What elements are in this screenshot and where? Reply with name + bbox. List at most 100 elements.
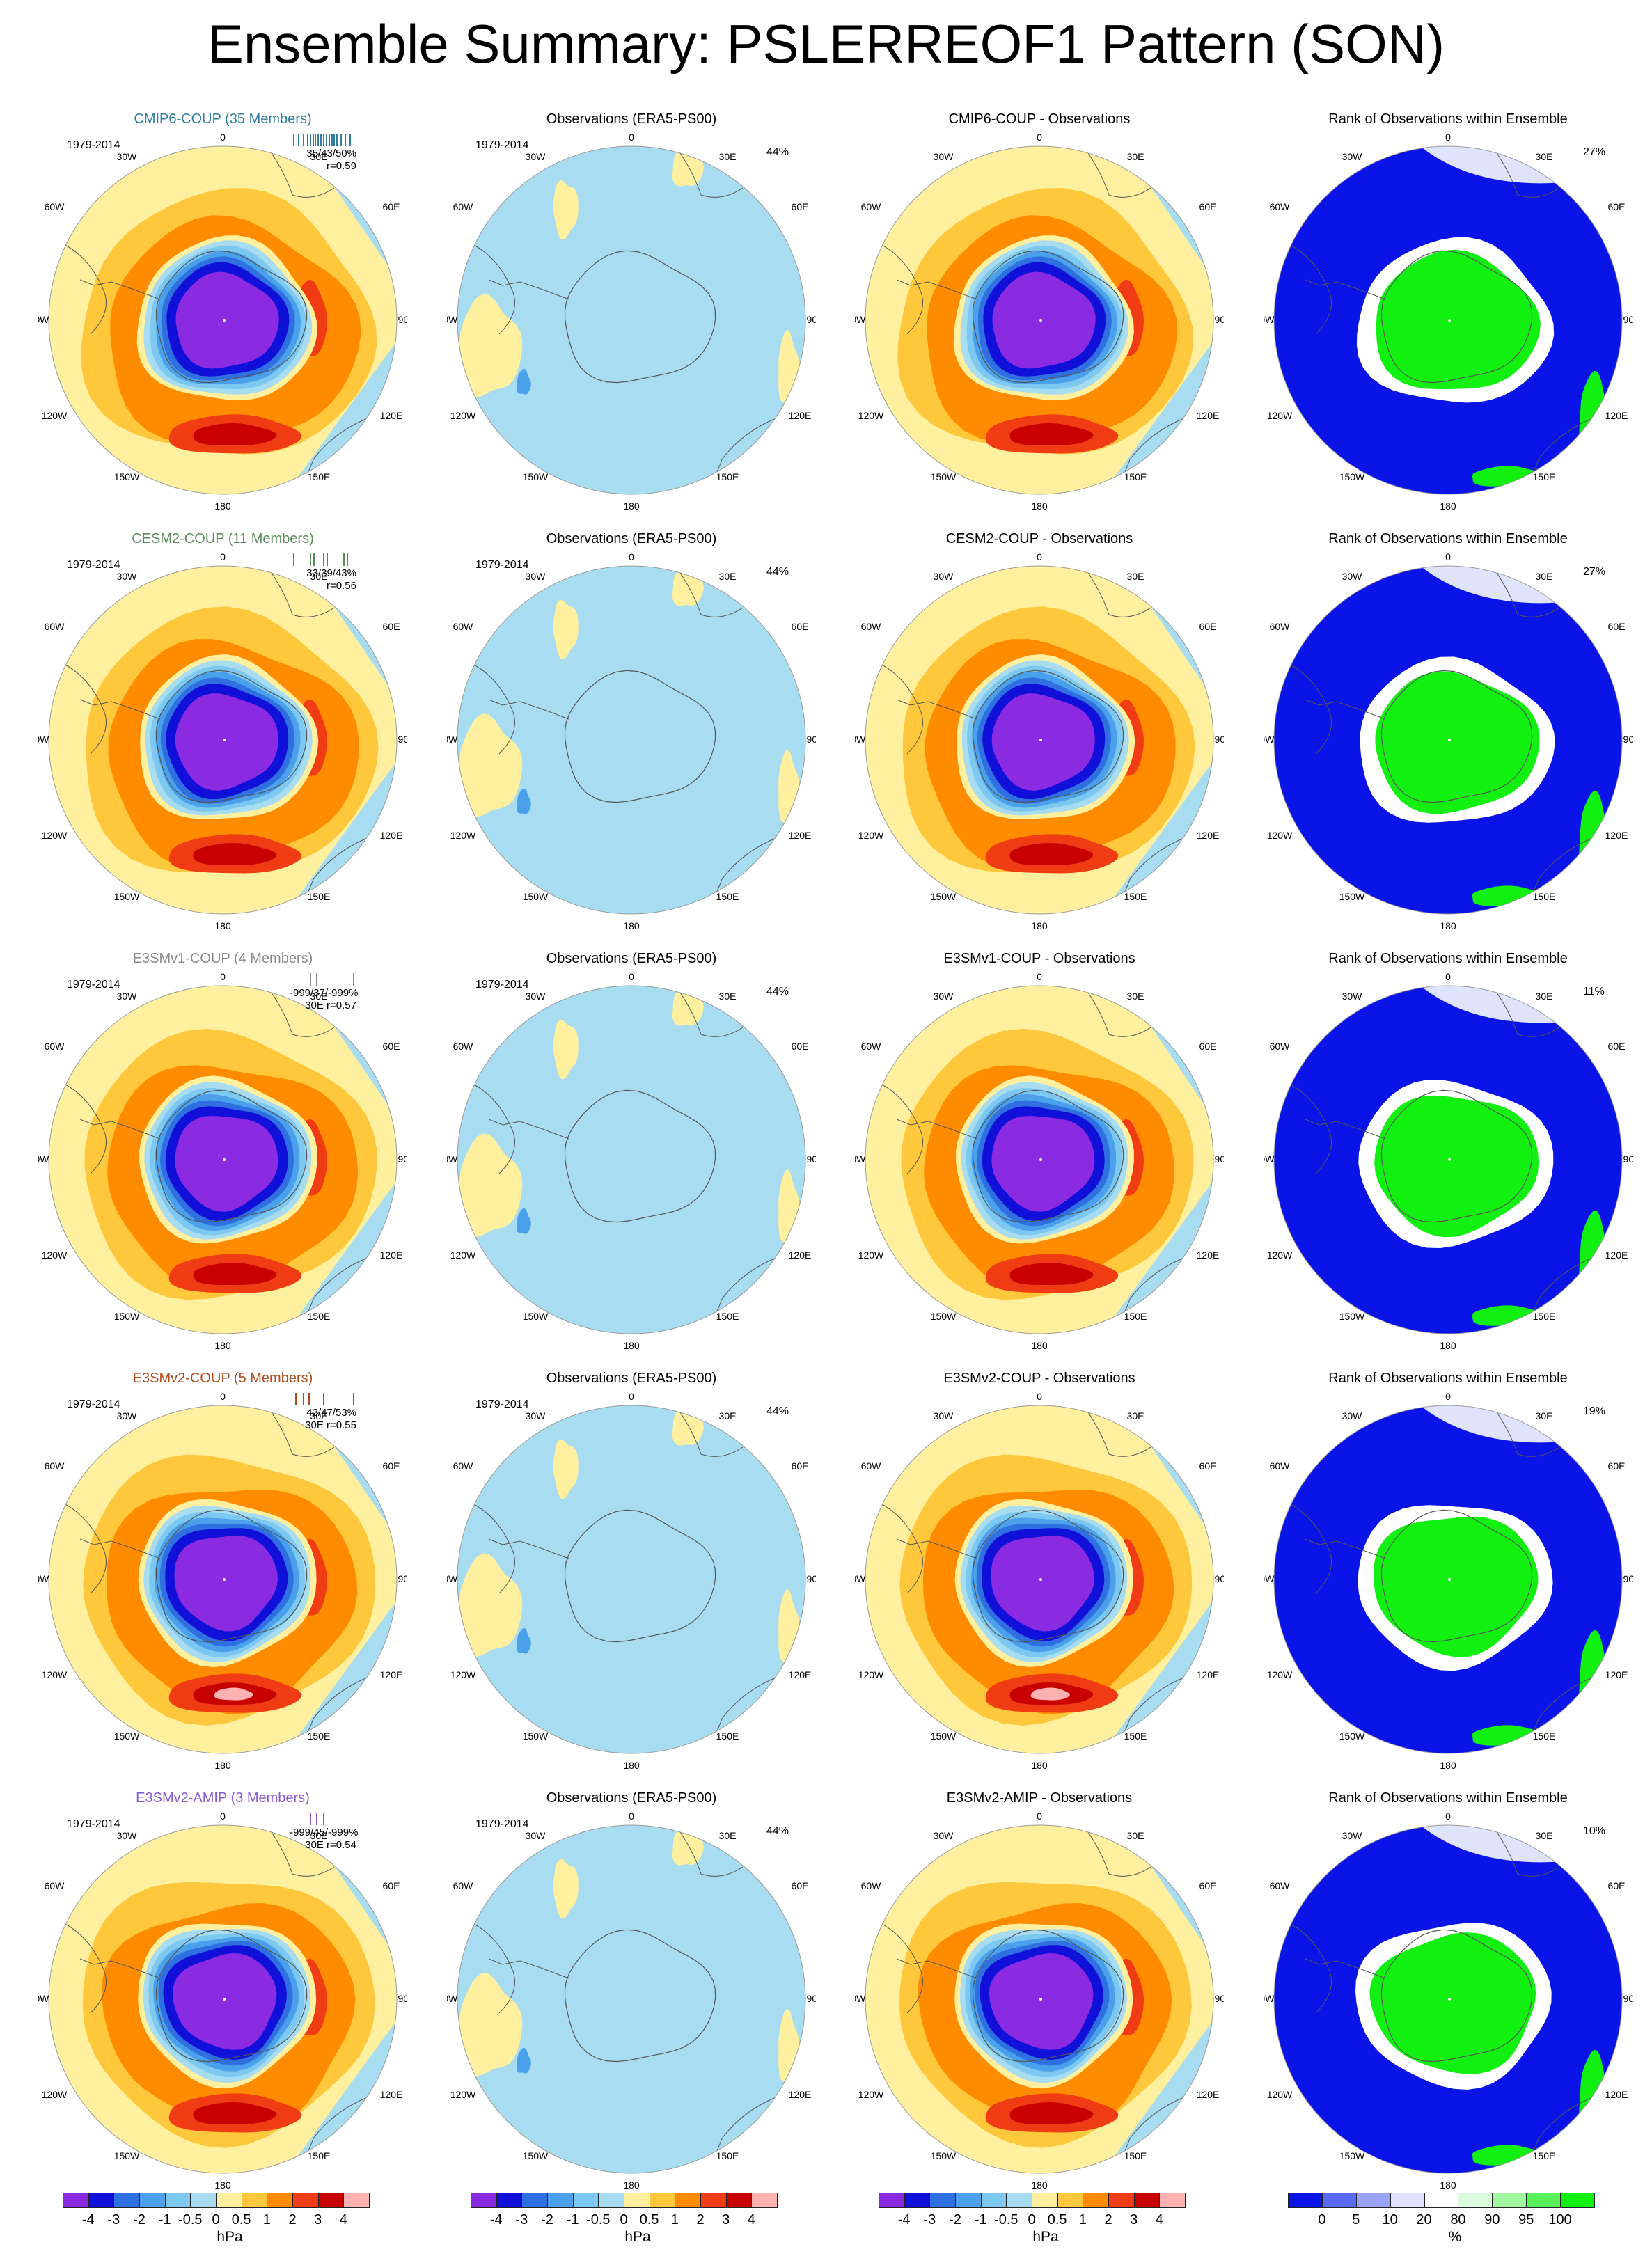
longitude-label: 60E — [1608, 621, 1626, 632]
obs-panel: Observations (ERA5-PS00) 1979-2014 44% 0 30E… — [436, 951, 826, 1362]
longitude-label: 60E — [792, 621, 809, 632]
colorbar-swatch — [1133, 2193, 1161, 2208]
colorbar-tick-label: -4 — [489, 2212, 503, 2227]
colorbar-tick-label: 2 — [1104, 2212, 1112, 2227]
member-tick — [306, 134, 308, 146]
colorbar-swatch — [675, 2193, 701, 2208]
pole-marker — [1039, 739, 1042, 741]
positive-anomaly-region — [459, 1133, 523, 1237]
member-tick — [303, 134, 305, 146]
longitude-label: 180 — [623, 920, 640, 931]
longitude-label: 30E — [1536, 991, 1553, 1002]
field-background — [457, 566, 805, 914]
longitude-label: 120E — [789, 1669, 812, 1680]
map-boundary — [1273, 565, 1623, 915]
colorbar-tick-label: 0 — [212, 2212, 220, 2227]
longitude-label: 90E — [398, 1993, 407, 2004]
longitude-label: 150W — [931, 1311, 957, 1322]
south-america-coastline — [879, 243, 923, 335]
colorbar-swatch — [700, 2193, 727, 2208]
longitude-label: 150E — [716, 2150, 739, 2161]
max-south-4hPa — [1009, 423, 1094, 445]
panel-title: Observations (ERA5-PS00) — [546, 111, 717, 127]
longitude-label: 0 — [1445, 971, 1451, 982]
antarctica-coastline — [155, 670, 308, 803]
antarctica-coastline — [1380, 670, 1533, 803]
longitude-label: 0 — [220, 1811, 226, 1822]
pole-marker — [1448, 1578, 1451, 1581]
longitude-label: 180 — [1440, 1340, 1456, 1351]
polar-map: 0 30E 60E 90E 120E 150E 180 150W 120W 90W 60W 30W — [855, 971, 1224, 1351]
longitude-label: 90E — [1215, 1573, 1224, 1584]
longitude-label: 90E — [1623, 314, 1633, 325]
member-ticks — [290, 972, 356, 987]
colorbar-swatch — [1492, 2193, 1527, 2208]
polar-map: 0 30E 60E 90E 120E 150E 180 150W 120W 90W 60W 30W — [447, 1391, 816, 1771]
colorbar-swatch — [725, 2193, 753, 2208]
map-boundary — [865, 1824, 1214, 2174]
colorbar-swatch — [471, 2193, 497, 2208]
rank-antarctic-high — [1376, 249, 1541, 389]
antarctica-coastline — [155, 1509, 308, 1643]
south-america-coastline — [879, 1922, 923, 2014]
longitude-label: 180 — [623, 500, 640, 512]
map-boundary — [865, 145, 1214, 495]
antarctica-coastline — [972, 250, 1124, 384]
longitude-label: 90W — [38, 314, 49, 325]
longitude-label: 60W — [45, 1460, 65, 1472]
longitude-label: 60W — [1270, 1880, 1291, 1891]
longitude-label: 90W — [1264, 1153, 1275, 1165]
member-tick — [323, 1813, 324, 1825]
polar-map: 0 30E 60E 90E 120E 150E 180 150W 120W 90W 60W 30W — [447, 551, 816, 931]
africa-coastline — [271, 1831, 335, 1877]
longitude-label: 150W — [523, 891, 549, 902]
colorbar-swatch — [1083, 2193, 1109, 2208]
longitude-label: 150W — [1339, 891, 1365, 902]
field-background — [457, 1825, 805, 2173]
member-stats-inset: 43/47/53% 30E r=0.55 — [290, 1391, 356, 1436]
period-label: 1979-2014 — [475, 1398, 529, 1410]
stats-correlation: 30E r=0.55 — [305, 1419, 356, 1431]
member-tick — [316, 1813, 318, 1825]
longitude-label: 90E — [1623, 1573, 1633, 1584]
pattern-correlation-percent: 19% — [1583, 1405, 1606, 1417]
longitude-label: 30E — [719, 1830, 737, 1841]
longitude-label: 180 — [1440, 1760, 1456, 1771]
panel-title: Rank of Observations within Ensemble — [1328, 1790, 1568, 1806]
rank-panel: Rank of Observations within Ensemble 10% 0… — [1253, 1790, 1643, 2201]
colorbar-unit: hPa — [1032, 2229, 1059, 2245]
colorbar-tick-label: 100 — [1548, 2212, 1572, 2227]
max-south-4hPa — [193, 423, 277, 445]
period-label: 1979-2014 — [67, 139, 120, 151]
longitude-label: 90W — [855, 314, 866, 325]
longitude-label: 120W — [42, 1669, 68, 1680]
colorbar-tick-label: 10 — [1382, 2212, 1398, 2227]
positive-anomaly-region — [553, 180, 579, 240]
longitude-label: 180 — [623, 2179, 640, 2191]
colorbar-swatch — [1006, 2193, 1032, 2208]
peninsula-coastline — [896, 699, 977, 720]
stats-percentiles: -999/45/-999% — [290, 1827, 359, 1838]
colorbar-tick-label: 3 — [314, 2212, 322, 2227]
pattern-correlation-percent: 44% — [766, 1405, 789, 1417]
colorbar-swatch — [1560, 2193, 1595, 2208]
longitude-label: 60E — [1608, 1460, 1626, 1472]
longitude-label: 180 — [214, 920, 231, 931]
negative-anomaly-spot — [517, 1208, 531, 1234]
longitude-label: 60W — [45, 201, 65, 212]
africa-coastline — [679, 1412, 744, 1457]
antarctica-coastline — [1380, 1089, 1533, 1223]
longitude-label: 150E — [308, 891, 331, 902]
longitude-label: 90W — [447, 734, 458, 745]
longitude-label: 150E — [716, 471, 739, 482]
longitude-label: 30E — [310, 571, 328, 582]
colorbar-swatch — [547, 2193, 574, 2208]
africa-coastline — [1496, 1412, 1560, 1457]
stats-percentiles: 43/47/53% — [306, 1407, 356, 1419]
south-america-coastline — [879, 1502, 923, 1594]
period-label: 1979-2014 — [67, 1398, 120, 1410]
rank-antarctic-high — [1373, 1516, 1539, 1657]
longitude-label: 90W — [447, 314, 458, 325]
stats-correlation: r=0.56 — [327, 580, 356, 592]
longitude-label: 30W — [1342, 571, 1363, 582]
